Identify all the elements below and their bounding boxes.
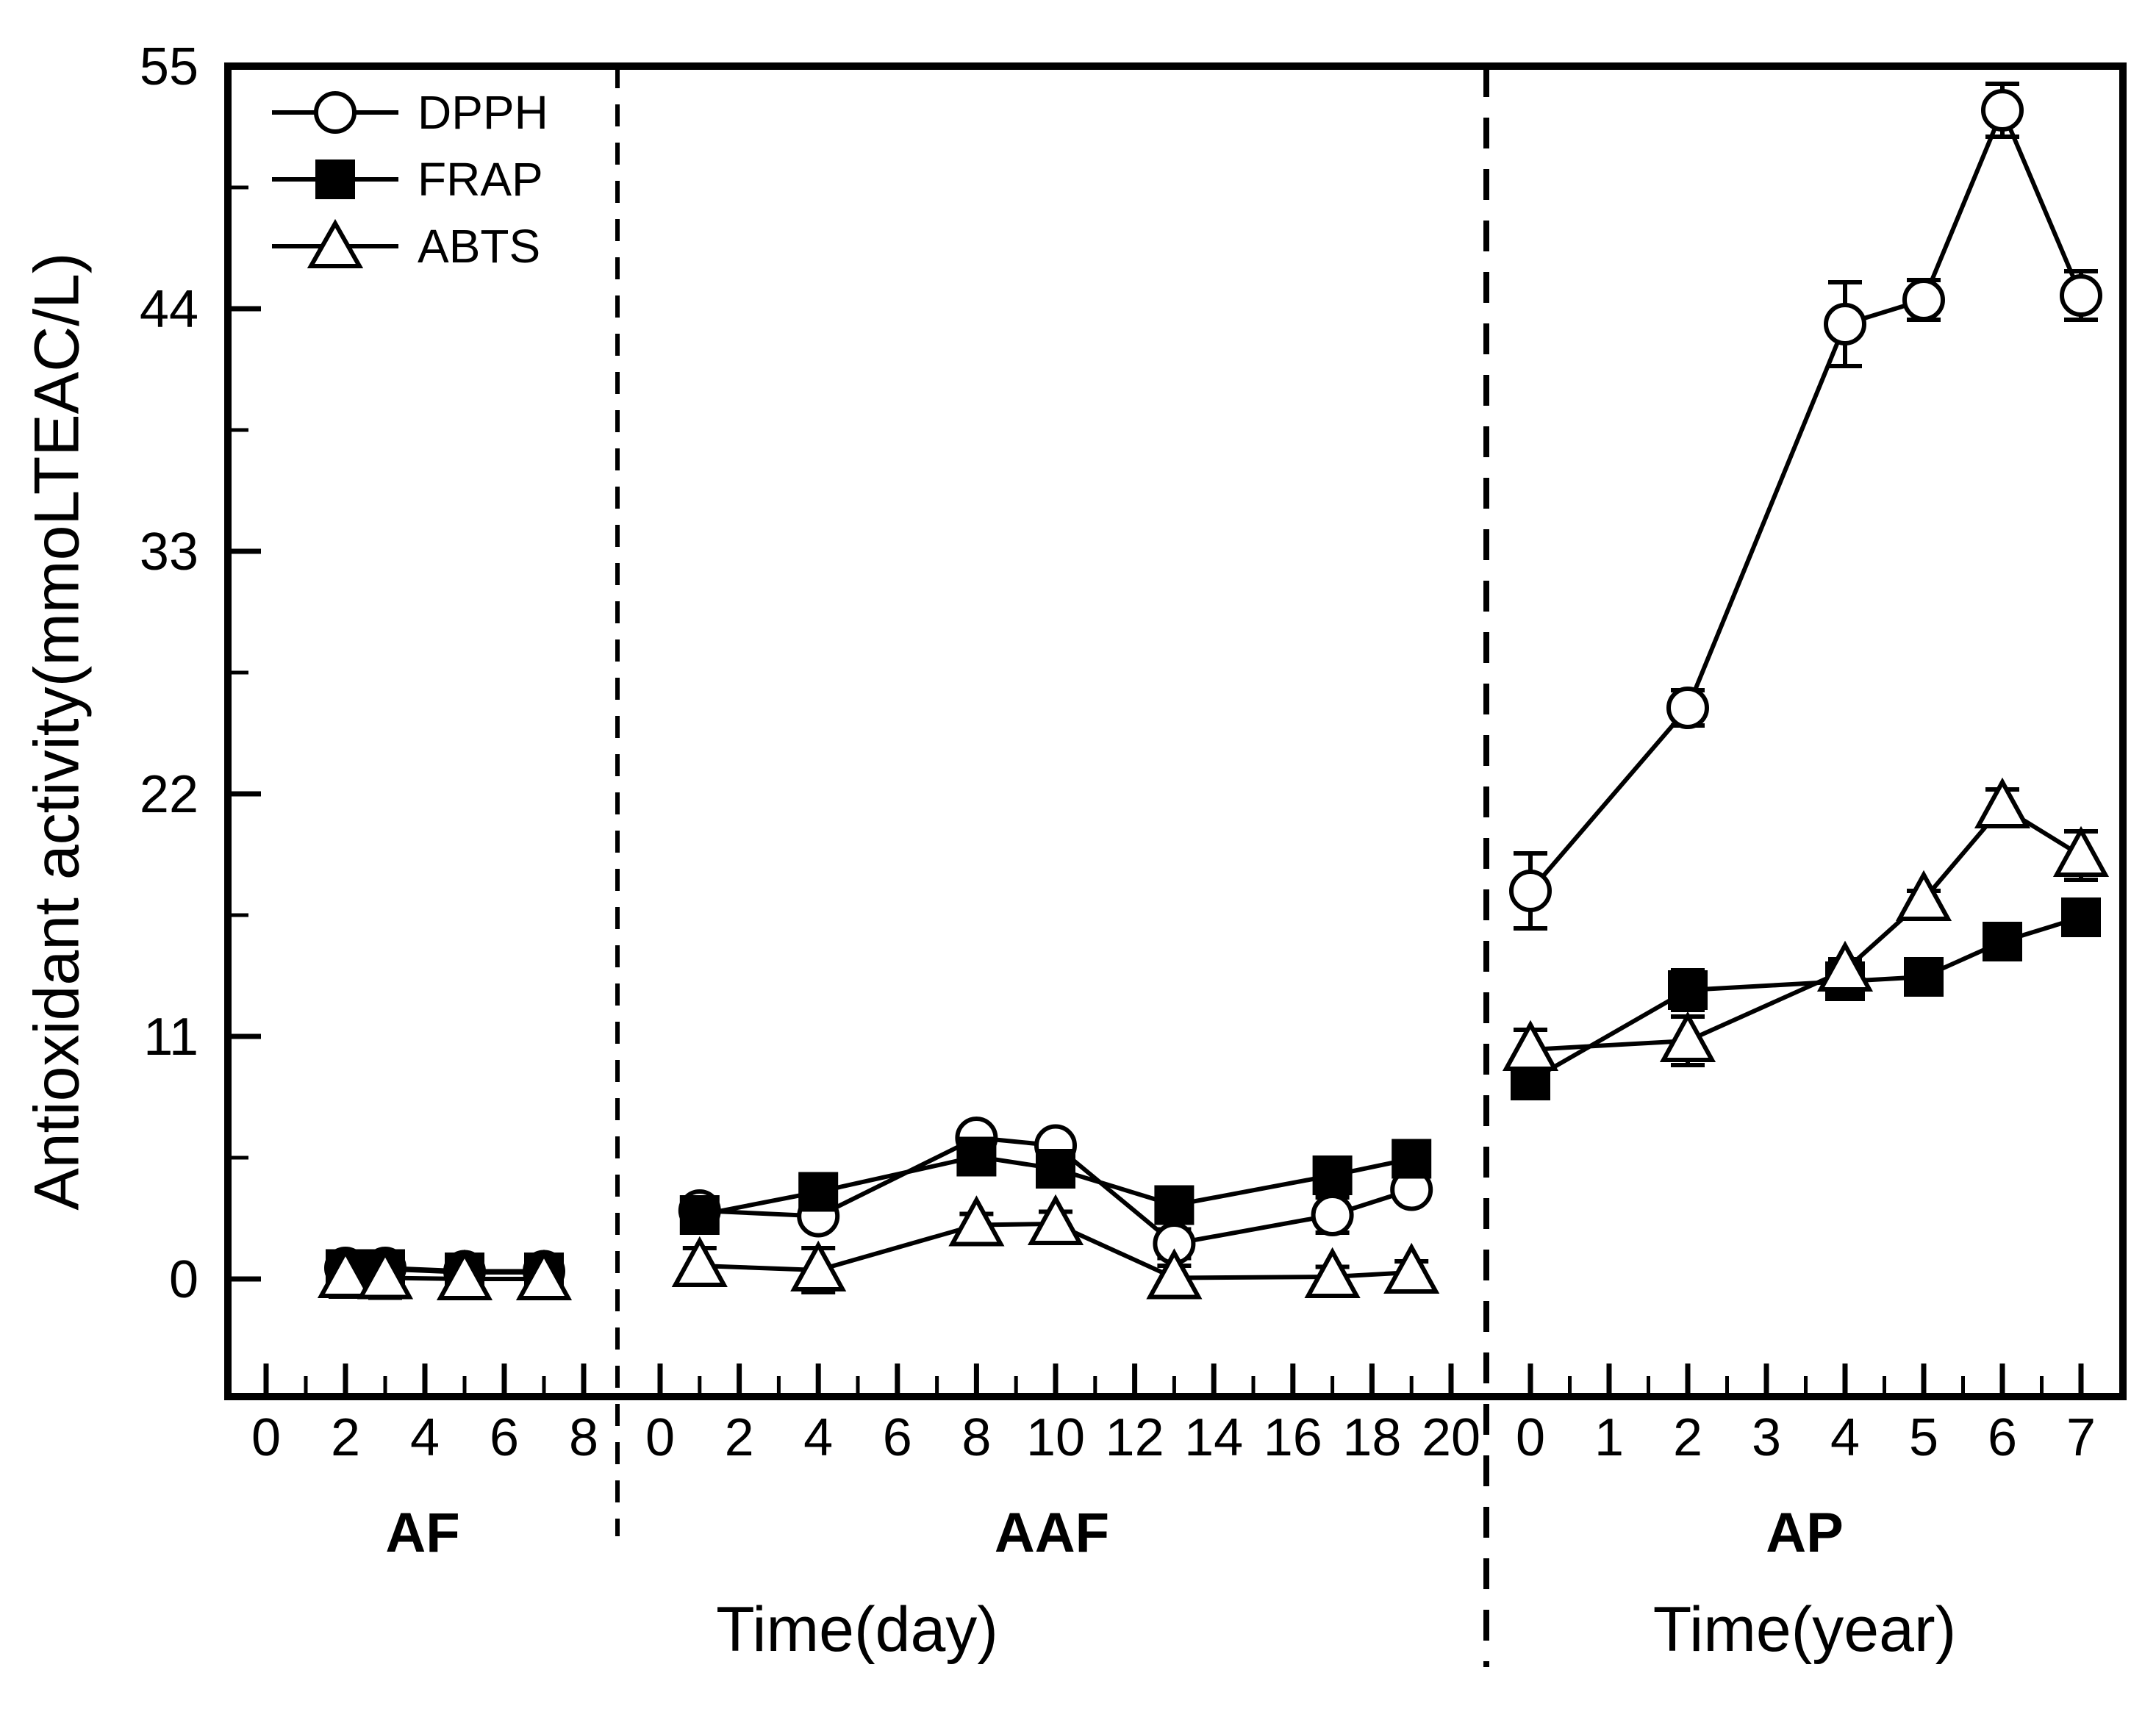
x-tick-label: 6 (883, 1408, 912, 1467)
abts-marker (436, 1249, 493, 1300)
y-tick-label: 44 (140, 280, 198, 339)
x-tick-label: 0 (1516, 1408, 1545, 1467)
abts-marker (1816, 940, 1874, 992)
dpph-marker (2060, 274, 2102, 317)
panel-label-ap: AP (1766, 1502, 1844, 1564)
x-tick-label: 5 (1909, 1408, 1938, 1467)
legend-label-dpph: DPPH (418, 86, 548, 139)
x-tick-label: 10 (1026, 1408, 1085, 1467)
abts-marker (671, 1236, 728, 1287)
abts-marker (515, 1249, 573, 1300)
abts-marker (1027, 1194, 1084, 1245)
abts-marker (1383, 1242, 1440, 1294)
y-tick-label: 33 (140, 523, 198, 581)
abts-marker (357, 1248, 414, 1300)
legend-label-abts: ABTS (418, 220, 541, 273)
panel-label-af: AF (385, 1502, 460, 1564)
abts-marker (1304, 1247, 1361, 1298)
x-tick-label: 18 (1342, 1408, 1401, 1467)
frap-marker (956, 1136, 997, 1177)
legend-item-abts: ABTS (269, 218, 548, 275)
legend-item-dpph: DPPH (269, 84, 548, 141)
abts-marker (1895, 870, 1952, 921)
frap-marker (2061, 897, 2101, 937)
x-tick-label: 4 (803, 1408, 833, 1467)
abts-marker (948, 1195, 1005, 1247)
x-axis-title-year: Time(year) (1652, 1594, 1957, 1665)
abts-marker (790, 1240, 847, 1291)
dpph-marker (1666, 687, 1709, 729)
filled-square-marker-icon (272, 160, 398, 199)
y-tick-label: 55 (140, 37, 198, 96)
dpph-marker (1509, 870, 1552, 912)
x-tick-label: 16 (1264, 1408, 1322, 1467)
x-tick-label: 4 (1830, 1408, 1860, 1467)
x-axis-title-day: Time(day) (716, 1594, 998, 1665)
x-tick-label: 20 (1422, 1408, 1480, 1467)
abts-marker (317, 1247, 374, 1298)
legend-label-frap: FRAP (418, 153, 543, 206)
x-tick-label: 0 (645, 1408, 675, 1467)
x-tick-label: 6 (1988, 1408, 2017, 1467)
x-tick-label: 3 (1752, 1408, 1781, 1467)
abts-marker (1502, 1020, 1559, 1071)
abts-marker (1146, 1248, 1203, 1300)
panel-aaf (671, 1117, 1440, 1300)
open-circle-marker-icon (272, 91, 398, 134)
x-tick-label: 6 (490, 1408, 519, 1467)
panel-ap (1502, 82, 2110, 1100)
panel-af (317, 1247, 573, 1300)
x-tick-label: 0 (251, 1408, 281, 1467)
legend-item-frap: FRAP (269, 151, 548, 208)
x-tick-label: 8 (961, 1408, 991, 1467)
frap-marker (1154, 1185, 1195, 1225)
open-triangle-marker-icon (272, 218, 398, 268)
abts-marker (1974, 777, 2031, 828)
legend: DPPH FRAP ABTS (269, 84, 548, 284)
frap-marker (1668, 970, 1708, 1010)
dpph-line (1528, 104, 2083, 892)
frap-marker (1036, 1149, 1075, 1189)
x-tick-label: 12 (1106, 1408, 1164, 1467)
frap-marker (1392, 1139, 1432, 1179)
frap-marker (1312, 1155, 1353, 1195)
x-tick-label: 7 (2066, 1408, 2096, 1467)
dpph-marker (1981, 89, 2024, 132)
panel-label-aaf: AAF (994, 1502, 1110, 1564)
abts-marker (2052, 825, 2110, 877)
x-tick-label: 14 (1184, 1408, 1243, 1467)
y-axis-title: Antioxidant activity(mmoLTEAC/L) (21, 252, 93, 1211)
x-tick-label: 2 (1673, 1408, 1702, 1467)
x-tick-label: 2 (331, 1408, 360, 1467)
x-tick-label: 4 (410, 1408, 440, 1467)
frap-marker (1983, 922, 2022, 961)
y-tick-label: 22 (140, 765, 198, 824)
x-tick-label: 1 (1594, 1408, 1624, 1467)
plot-frame (224, 62, 2127, 1400)
y-tick-label: 0 (169, 1250, 198, 1309)
x-tick-label: 8 (569, 1408, 598, 1467)
abts-marker (1659, 1011, 1716, 1062)
x-tick-label: 2 (725, 1408, 754, 1467)
frap-marker (798, 1172, 839, 1212)
y-tick-label: 11 (143, 1008, 198, 1067)
dpph-marker (1311, 1194, 1354, 1236)
frap-marker (679, 1195, 720, 1235)
dpph-marker (1902, 279, 1945, 321)
frap-marker (1904, 957, 1944, 997)
dpph-marker (1824, 303, 1866, 345)
